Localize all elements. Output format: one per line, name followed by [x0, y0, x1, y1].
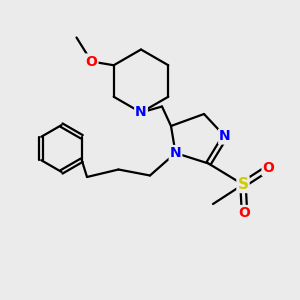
- Text: N: N: [219, 130, 231, 143]
- Text: S: S: [238, 177, 248, 192]
- Text: O: O: [85, 55, 98, 68]
- Text: O: O: [238, 206, 250, 220]
- Text: N: N: [170, 146, 181, 160]
- Text: N: N: [135, 106, 147, 119]
- Text: O: O: [262, 161, 274, 175]
